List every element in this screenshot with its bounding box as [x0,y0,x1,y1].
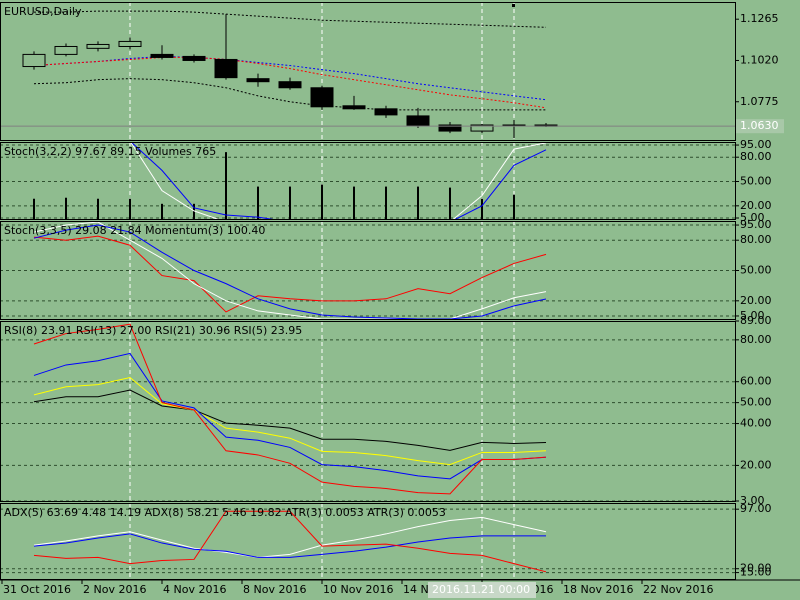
y-tick-label: 15.00 [740,566,772,579]
pane-title: Stoch(3,3,5) 29.08 21.84 Momentum(3) 100… [4,224,265,237]
pane-title: ADX(5) 63.69 4.48 14.19 ADX(8) 58.21 5.4… [4,506,446,519]
indicator-line [33,224,547,319]
pane-title: RSI(8) 23.91 RSI(13) 27.00 RSI(21) 30.96… [4,324,302,337]
indicator-line [33,78,546,111]
x-tick-label: 18 Nov 2016 [563,583,633,596]
indicator-line [33,516,547,558]
cursor-label: 2016.11.21 00:00 [432,583,530,596]
x-tick-label: 4 Nov 2016 [163,583,226,596]
cursor-marker [512,4,515,7]
y-tick-label: 60.00 [740,375,772,388]
candle-body [22,53,46,68]
pane-frame [0,321,736,502]
y-tick-label: 20.00 [740,458,772,471]
indicator-line [33,533,546,558]
indicator-line [33,352,547,480]
indicator-line [33,376,547,466]
candle-body [118,40,142,47]
y-tick-label: 1.1020 [740,53,779,66]
pane [1,504,735,579]
indicator-line [33,222,547,319]
candle-body [342,105,366,110]
y-tick-label: 95.00 [740,138,772,151]
pane-frame [0,142,736,220]
candle-body [246,78,270,83]
candle-body [278,81,302,89]
indicator-line [130,143,547,219]
y-tick-label: 50.00 [740,264,772,277]
x-tick-label: 31 Oct 2016 [3,583,71,596]
indicator-line [33,56,547,109]
y-tick-label: 20.00 [740,294,772,307]
y-tick-label: 3.00 [740,494,765,507]
indicator-line [34,10,547,28]
candle-body [310,87,334,108]
x-tick-label: 10 Nov 2016 [323,583,393,596]
pane-title: EURUSD,Daily [4,5,82,18]
cursor-box [428,582,536,598]
indicator-line [131,143,547,219]
candle-body [182,55,206,61]
candle-body [374,108,398,116]
price-label: 1.0630 [740,119,779,132]
pane-title: Stoch(3,2,2) 97.67 89.15 Volumes 765 [4,145,216,158]
indicator-line [33,55,547,101]
x-tick-label: 8 Nov 2016 [243,583,306,596]
y-tick-label: 5.00 [740,309,765,322]
y-tick-label: 80.00 [740,233,772,246]
candle-body [150,53,174,58]
candle-body [470,124,494,132]
y-tick-label: 1.1265 [740,12,779,25]
indicator-line [33,235,547,313]
indicator-line [33,389,547,451]
y-tick-label: 20.00 [740,562,772,575]
x-tick-label: 2 Nov 2016 [83,583,146,596]
y-tick-label: 97.00 [740,502,772,515]
pane [1,222,735,319]
y-tick-label: 95.00 [740,218,772,231]
pane-frame [0,2,736,141]
candle-body [214,58,238,79]
y-tick-label: 5.00 [740,211,765,224]
y-tick-label: 1.0775 [740,95,779,108]
candle-body [438,124,462,132]
y-tick-label: 20.00 [740,199,772,212]
x-tick-label: 22 Nov 2016 [643,583,713,596]
y-tick-label: 50.00 [740,396,772,409]
candle-body [86,43,110,49]
y-tick-label: 50.00 [740,175,772,188]
y-tick-label: 89.00 [740,314,772,327]
candle-body [406,115,430,127]
y-tick-label: 80.00 [740,150,772,163]
indicator-line [33,323,547,495]
indicator-line [33,510,547,573]
y-tick-label: 80.00 [740,333,772,346]
y-tick-label: 40.00 [740,417,772,430]
candle-body [54,45,78,55]
price-box [736,119,784,134]
pane [1,322,735,501]
pane [1,143,735,219]
pane [1,3,735,140]
